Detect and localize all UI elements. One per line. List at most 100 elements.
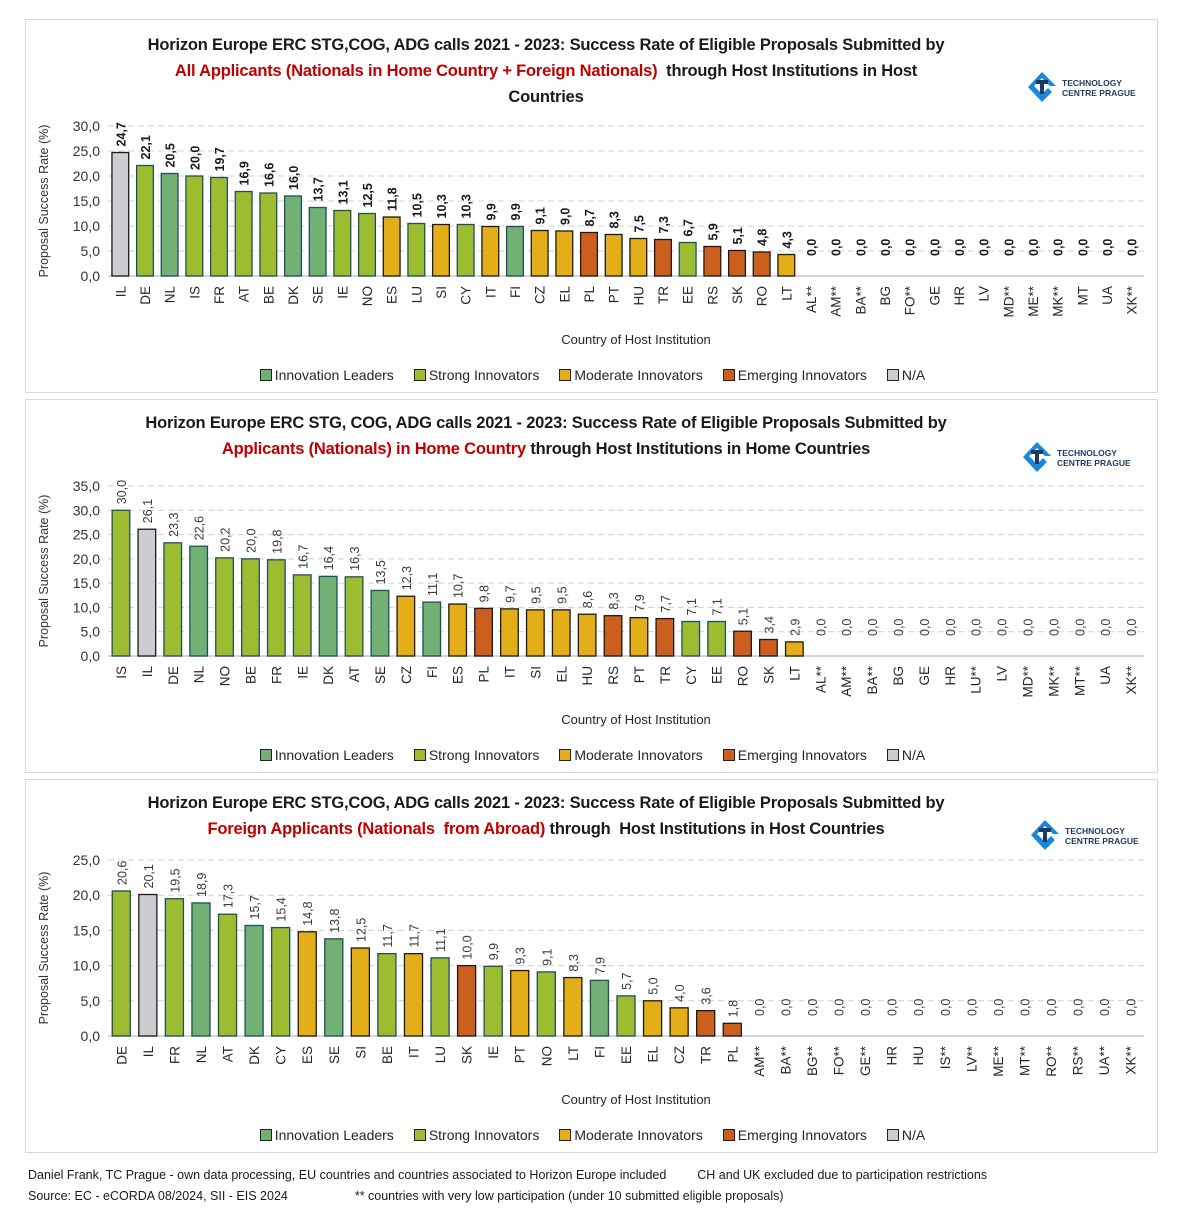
legend-label: Emerging Innovators [737,747,867,763]
bar-HU [629,237,648,277]
legend-item-na: N/A [886,1127,925,1143]
data-label: 16,6 [262,163,276,187]
bar-EL [551,609,571,657]
x-tick-label: MT** [1017,1045,1032,1076]
logo-line1: TECHNOLOGY [1062,78,1122,88]
data-label: 20,0 [188,146,202,170]
data-label: 0,0 [912,999,926,1016]
x-tick-label: TR [658,666,673,684]
bar-NO [536,971,556,1037]
bar-CZ [669,1007,689,1037]
data-label: 5,1 [737,608,751,625]
bar-NO [215,557,235,657]
tc-prague-logo: TECHNOLOGY CENTRE PRAGUE [1021,440,1141,476]
y-tick-label: 5,0 [81,243,101,259]
bar-NL [189,545,209,657]
y-tick-label: 15,0 [73,575,100,591]
bar-DE [163,542,183,657]
bar-EL [642,1000,663,1037]
legend-item-strong-innovators: Strong Innovators [413,367,539,383]
y-axis-title: Proposal Success Rate (%) [37,495,51,648]
bar-TR [696,1010,716,1037]
x-tick-label: CZ [533,286,548,304]
x-tick-label: XK** [1124,665,1139,694]
legend-swatch [559,1129,572,1141]
bar-SI [525,609,545,657]
data-label: 12,3 [400,566,414,590]
chart-title-line1: Horizon Europe ERC STG,COG, ADG calls 20… [147,794,945,812]
x-tick-label: LV** [964,1045,979,1072]
legend-label: Strong Innovators [428,747,540,763]
data-label: 0,0 [1125,619,1139,636]
x-tick-label: DK [321,666,336,685]
data-label: 10,3 [460,194,474,218]
x-tick-label: FI [592,1046,607,1058]
bar-BE [377,952,397,1037]
data-label: 2,9 [788,618,802,635]
x-tick-label: LU** [969,665,984,694]
x-tick-label: LU [409,286,424,303]
x-tick-label: GE [917,666,932,686]
data-label: 0,0 [996,619,1010,636]
x-tick-label: FR [212,286,227,304]
y-tick-label: 0,0 [81,1028,101,1044]
data-label: 0,0 [814,619,828,636]
data-label: 8,3 [608,211,622,228]
data-label: 19,8 [270,529,284,553]
legend-swatch [259,1129,272,1141]
x-tick-label: EL [554,666,569,683]
x-tick-label: IE [295,666,310,679]
y-tick-label: 5,0 [81,624,101,640]
data-label: 0,0 [992,999,1006,1016]
x-tick-label: EL [557,286,572,303]
legend-item-moderate-innovators: Moderate Innovators [559,1127,703,1143]
x-tick-label: LV [977,286,992,302]
chart-title-highlight: Applicants (Nationals) in Home Country [221,440,526,458]
y-tick-label: 5,0 [81,993,101,1009]
legend-swatch [886,749,899,761]
data-label: 0,0 [978,239,992,256]
data-label: 0,0 [892,619,906,636]
data-label: 5,7 [620,972,634,989]
x-tick-label: RS [606,666,621,685]
legend-swatch [886,369,899,381]
data-label: 13,1 [336,180,350,204]
x-tick-label: BG [891,666,906,686]
bar-PL [474,607,494,657]
data-label: 9,1 [534,207,548,224]
chart-legend: Innovation Leaders Strong Innovators Moder… [26,747,1159,763]
data-label: 30,0 [115,480,129,504]
x-tick-label: NO [539,1046,554,1066]
bar-SK [727,249,747,277]
legend-item-strong-innovators: Strong Innovators [413,1127,540,1143]
bar-IT [481,225,500,277]
data-label: 0,0 [1101,239,1115,256]
bar-NL [160,172,179,277]
data-label: 14,8 [301,901,315,925]
bar-IT [499,608,519,657]
data-label: 0,0 [806,999,820,1016]
legend-label: Strong Innovators [428,1127,540,1143]
x-tick-label: AT [347,666,362,682]
data-label: 7,9 [633,594,647,611]
chart-panel-all-applicants: Horizon Europe ERC STG,COG, ADG calls 20… [25,19,1158,393]
x-tick-label: SE [311,286,326,304]
x-tick-label: AL** [813,665,828,693]
bar-AT [344,576,364,657]
y-tick-label: 10,0 [73,218,100,234]
data-label: 13,8 [328,908,342,932]
data-label: 10,7 [452,574,466,598]
x-tick-label: FI [425,666,440,678]
y-tick-label: 20,0 [73,168,100,184]
chart-title-line1: Horizon Europe ERC STG,COG, ADG calls 20… [147,36,945,54]
bar-RO [733,630,753,657]
x-tick-label: RS [705,286,720,305]
x-tick-label: IT [406,1046,421,1058]
legend-label: Moderate Innovators [574,367,703,383]
data-label: 0,0 [833,999,847,1016]
bar-FI [422,601,442,657]
x-tick-label: HU [580,666,595,686]
data-label: 0,0 [1076,239,1090,256]
bar-SI [431,223,451,277]
bar-ES [297,931,317,1037]
